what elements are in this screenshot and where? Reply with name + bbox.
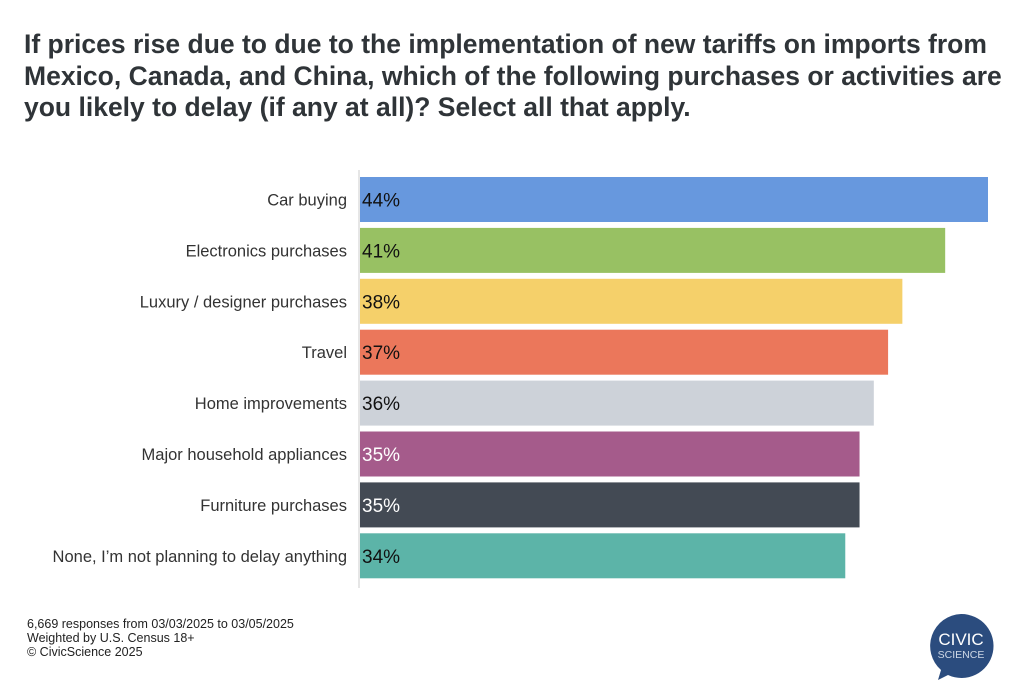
category-label: Travel <box>302 344 347 362</box>
data-label: 41% <box>362 241 400 262</box>
data-label: 35% <box>362 445 400 466</box>
bars-group: Car buying 44% Electronics purchases 41% Lux… <box>53 177 988 579</box>
footer-weighting: Weighted by U.S. Census 18+ <box>27 631 195 645</box>
data-label: 37% <box>362 343 400 364</box>
bar-0 <box>360 177 988 222</box>
bar-1 <box>360 227 946 273</box>
data-label: 36% <box>362 394 400 415</box>
bar-3 <box>360 329 889 375</box>
bar-7 <box>360 533 846 579</box>
data-label: 44% <box>362 191 400 212</box>
data-label: 35% <box>362 496 400 517</box>
footer-responses: 6,669 responses from 03/03/2025 to 03/05… <box>27 617 294 631</box>
civicscience-logo: CIVIC SCIENCE <box>930 613 994 680</box>
bar-chart: Car buying 44% Electronics purchases 41% Lux… <box>53 170 988 588</box>
bar-5 <box>360 431 860 477</box>
category-label: Major household appliances <box>142 446 347 464</box>
svg-text:CIVIC: CIVIC <box>938 630 983 649</box>
category-label: Electronics purchases <box>186 242 347 260</box>
bar-4 <box>360 380 874 426</box>
footer-copyright: © CivicScience 2025 <box>27 645 143 659</box>
category-label: Car buying <box>267 192 347 210</box>
data-label: 34% <box>362 547 400 568</box>
svg-text:SCIENCE: SCIENCE <box>938 649 985 661</box>
category-label: None, I’m not planning to delay anything <box>53 548 347 566</box>
bar-6 <box>360 482 860 528</box>
chart-title: If prices rise due to due to the impleme… <box>24 29 1002 122</box>
data-label: 38% <box>362 292 400 313</box>
category-label: Home improvements <box>195 395 347 413</box>
category-label: Furniture purchases <box>200 497 347 515</box>
category-label: Luxury / designer purchases <box>140 293 347 311</box>
bar-2 <box>360 278 903 324</box>
